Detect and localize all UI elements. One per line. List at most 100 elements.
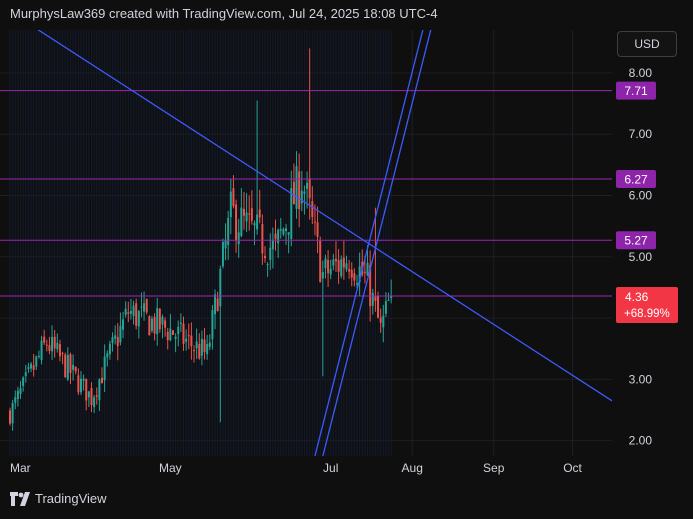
candle-body: [256, 214, 259, 230]
candle-body: [363, 271, 366, 273]
candle-body: [329, 268, 332, 275]
candle-body: [32, 365, 35, 370]
candle-body: [287, 232, 290, 235]
y-axis-tick-label: 6.00: [629, 188, 653, 202]
trend-line-channel-lower[interactable]: [322, 0, 439, 456]
candle-body: [348, 269, 351, 272]
level-badge-label: 6.27: [624, 172, 648, 186]
candle-body: [271, 239, 274, 250]
candle-body: [295, 166, 298, 209]
candle-body: [122, 319, 125, 330]
candle-body: [306, 182, 309, 189]
candle-body: [245, 212, 248, 222]
candle-body: [35, 356, 38, 367]
candle-body: [350, 269, 353, 278]
candle-body: [235, 204, 238, 241]
candle-body: [48, 345, 51, 351]
candle-body: [135, 303, 138, 326]
candle-body: [90, 388, 93, 405]
tradingview-logo-icon: [10, 491, 30, 506]
candle-body: [185, 338, 188, 342]
candle-body: [384, 301, 387, 314]
candle-body: [353, 273, 356, 281]
candle-body: [16, 390, 19, 400]
candle-body: [24, 372, 27, 377]
candle-body: [19, 388, 22, 394]
candle-body: [266, 264, 269, 266]
candle-body: [321, 272, 324, 279]
candle-body: [214, 294, 217, 315]
candle-body: [22, 377, 25, 386]
x-axis-tick-label: Jul: [323, 461, 338, 475]
trend-line-descending[interactable]: [10, 12, 612, 402]
candle-body: [382, 315, 385, 328]
candle-body: [358, 266, 361, 283]
trend-line-channel-upper[interactable]: [314, 0, 431, 456]
candle-body: [221, 241, 224, 267]
candle-body: [140, 306, 143, 308]
level-badge-label: 7.71: [624, 84, 648, 98]
candle-body: [143, 303, 146, 312]
candle-body: [43, 336, 46, 343]
candle-body: [103, 356, 106, 381]
candle-body: [171, 330, 174, 335]
x-axis-tick-label: Aug: [402, 461, 423, 475]
candle-body: [37, 355, 40, 357]
candle-body: [198, 343, 201, 359]
candle-body: [366, 262, 369, 276]
candle-body: [30, 363, 33, 369]
candle-body: [132, 305, 135, 316]
candle-body: [116, 337, 119, 347]
candle-body: [216, 298, 219, 312]
candle-body: [72, 364, 75, 370]
candle-body: [369, 265, 372, 307]
candle-body: [190, 335, 193, 347]
candle-body: [203, 339, 206, 353]
candle-body: [274, 233, 277, 239]
candle-body: [169, 328, 172, 341]
candle-body: [261, 223, 264, 254]
candle-body: [200, 339, 203, 356]
last-price-badge: [616, 287, 678, 324]
candle-body: [87, 391, 90, 398]
level-badge: [616, 81, 656, 100]
candle-body: [53, 336, 56, 349]
chart-header-title: MurphysLaw369 created with TradingView.c…: [10, 6, 438, 21]
candle-body: [79, 378, 82, 393]
candle-body: [150, 318, 153, 331]
candle-body: [227, 217, 230, 245]
currency-selector[interactable]: USD: [617, 31, 677, 57]
last-price-change: +68.99%: [624, 308, 670, 320]
candle-body: [166, 331, 169, 340]
candle-body: [279, 229, 282, 231]
candle-body: [285, 228, 288, 232]
candle-body: [282, 228, 285, 235]
candle-body: [127, 312, 130, 314]
x-axis-tick-label: Oct: [563, 461, 582, 475]
candle-body: [148, 316, 151, 336]
candle-body: [27, 367, 30, 370]
candle-body: [292, 181, 295, 205]
tradingview-branding: TradingView: [10, 491, 107, 506]
candle-body: [77, 375, 80, 393]
candle-body: [319, 240, 322, 283]
candle-body: [182, 323, 185, 344]
candle-body: [340, 259, 343, 277]
y-axis-tick-label: 5.00: [629, 250, 653, 264]
candle-body: [237, 232, 240, 245]
candle-body: [345, 263, 348, 270]
candle-body: [219, 268, 222, 307]
candle-body: [66, 355, 69, 380]
candle-body: [11, 403, 14, 424]
candle-body: [232, 188, 235, 207]
candle-body: [56, 342, 59, 350]
candle-body: [242, 208, 245, 216]
candle-body: [308, 178, 311, 199]
candle-body: [332, 259, 335, 266]
candle-body: [300, 190, 303, 204]
candle-body: [313, 221, 316, 223]
candle-body: [137, 311, 140, 327]
candle-body: [240, 207, 243, 237]
